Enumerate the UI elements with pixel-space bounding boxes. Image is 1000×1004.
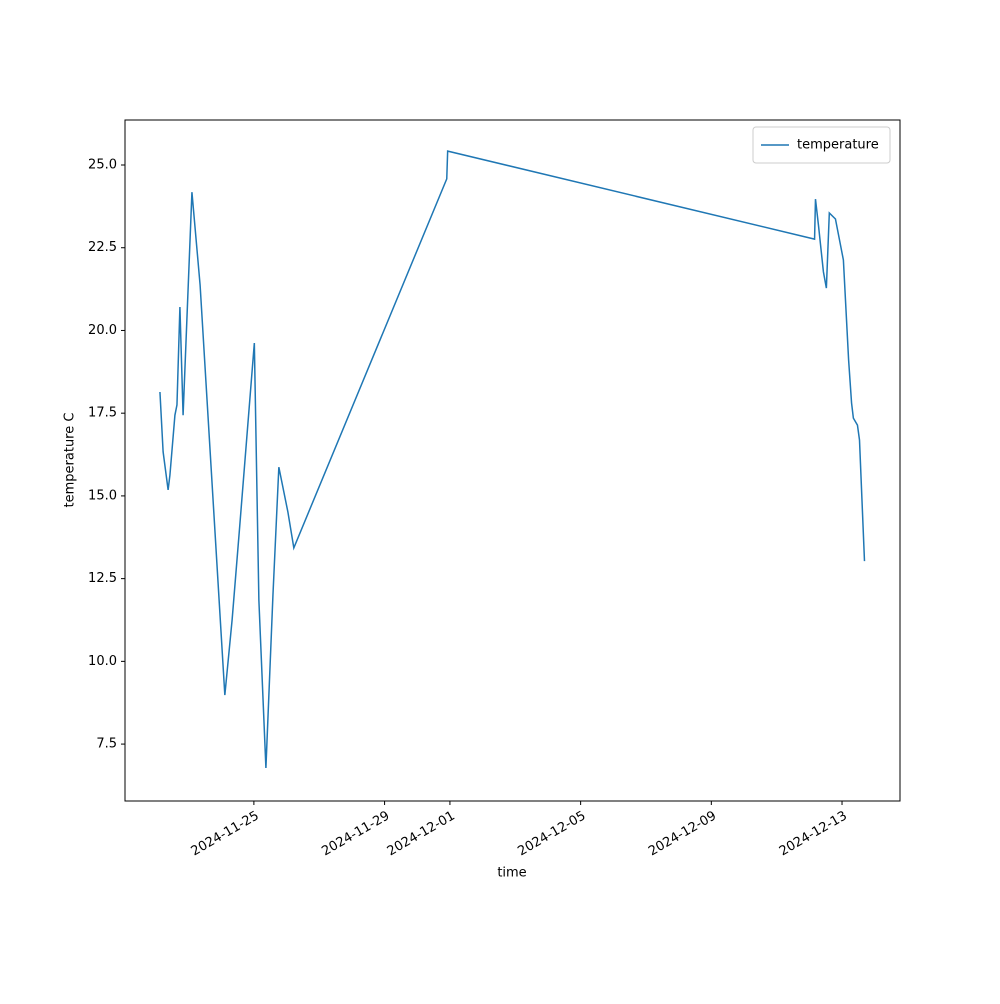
x-tick-label: 2024-12-05 (515, 809, 588, 860)
y-tick-label: 25.0 (88, 158, 117, 173)
y-tick-label: 7.5 (96, 737, 117, 752)
x-tick-label: 2024-12-09 (646, 809, 719, 860)
line (159, 150, 866, 768)
x-tick-label: 2024-12-13 (777, 809, 850, 860)
y-tick-label: 20.0 (88, 323, 117, 338)
y-tick-label: 17.5 (88, 406, 117, 421)
x-tick-label: 2024-12-01 (385, 809, 458, 860)
y-tick-label: 10.0 (88, 654, 117, 669)
y-tick-label: 12.5 (88, 571, 117, 586)
x-tick-label: 2024-11-29 (319, 809, 392, 860)
x-axis-label: time (497, 866, 526, 881)
plot-area (124, 119, 901, 802)
legend-label: temperature (797, 138, 879, 153)
x-tick-label: 2024-11-25 (189, 809, 262, 860)
y-axis-label: temperature C (63, 413, 78, 508)
y-tick-label: 22.5 (88, 240, 117, 255)
legend: temperature (752, 126, 891, 164)
y-tick-label: 15.0 (88, 488, 117, 503)
legend-box (752, 126, 891, 164)
